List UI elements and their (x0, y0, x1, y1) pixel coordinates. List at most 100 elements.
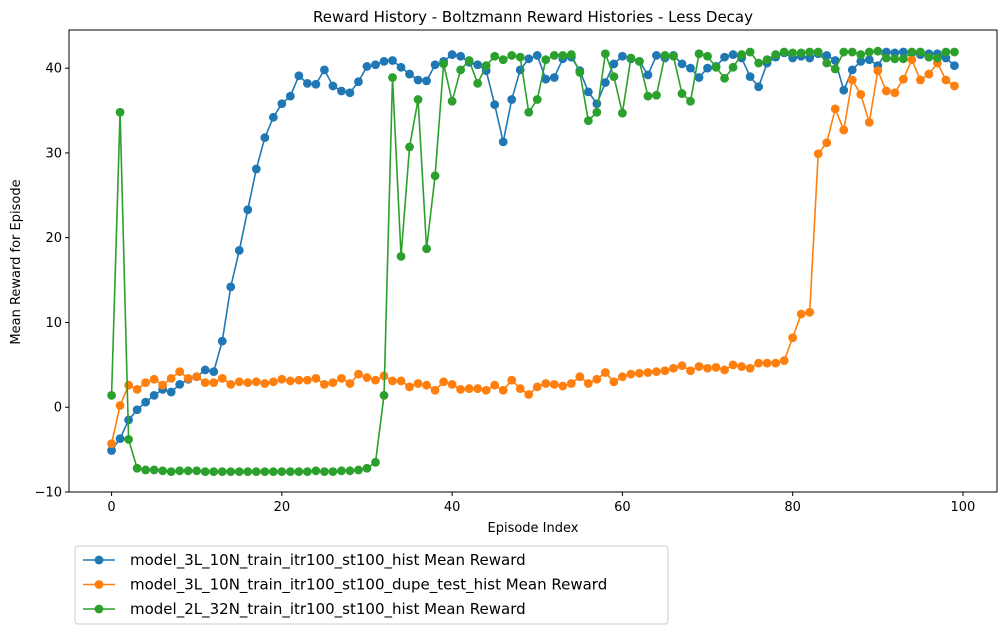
data-point (864, 118, 874, 127)
data-point (234, 377, 244, 387)
data-point (328, 81, 338, 91)
data-point (243, 378, 253, 388)
data-point (260, 133, 270, 143)
data-point (907, 55, 917, 65)
data-point (268, 377, 278, 387)
data-point (745, 72, 755, 82)
data-point (694, 362, 704, 371)
data-point (396, 62, 406, 72)
data-point (422, 76, 431, 86)
data-point (473, 79, 483, 88)
data-point (669, 363, 678, 373)
data-point (524, 54, 534, 64)
data-point (669, 51, 678, 61)
data-point (711, 62, 721, 72)
series-line (110, 50, 955, 473)
data-point (507, 95, 517, 104)
data-point (788, 48, 798, 58)
data-point (924, 52, 934, 62)
data-point (847, 75, 857, 85)
x-tick-label: 40 (444, 500, 461, 515)
data-point (217, 467, 227, 477)
data-point (277, 374, 287, 384)
data-point (209, 467, 219, 477)
legend-marker (94, 604, 104, 614)
data-point (600, 78, 610, 87)
data-point (779, 356, 789, 366)
data-point (141, 465, 151, 475)
data-point (345, 379, 355, 388)
data-point (388, 56, 397, 65)
y-tick-label: 0 (54, 401, 62, 416)
data-point (251, 164, 261, 174)
data-point (124, 435, 133, 444)
data-point (822, 58, 832, 68)
data-point (447, 96, 457, 106)
data-point (175, 466, 185, 476)
data-point (226, 467, 236, 477)
data-point (839, 85, 849, 95)
data-point (464, 56, 474, 65)
data-point (626, 53, 636, 63)
x-axis-label: Episode Index (488, 521, 579, 536)
data-point (166, 374, 176, 383)
data-point (686, 366, 695, 376)
data-point (737, 362, 746, 371)
data-point (643, 91, 653, 101)
data-point (771, 50, 781, 59)
data-point (754, 82, 764, 92)
data-point (396, 251, 406, 261)
data-point (660, 51, 670, 60)
data-point (328, 467, 338, 477)
data-point (311, 79, 321, 89)
data-point (209, 367, 219, 377)
data-point (422, 244, 431, 254)
y-tick-label: 40 (45, 62, 62, 77)
data-point (532, 95, 542, 104)
data-point (124, 380, 133, 390)
data-point (388, 376, 397, 386)
data-point (950, 81, 959, 91)
data-point (337, 466, 346, 476)
data-point (379, 390, 389, 400)
data-point (447, 379, 457, 389)
data-point (285, 91, 295, 101)
data-point (354, 465, 363, 475)
data-point (354, 369, 363, 379)
data-point (132, 405, 142, 415)
data-point (549, 379, 559, 389)
data-point (822, 138, 832, 148)
data-point (507, 375, 517, 385)
data-point (362, 373, 372, 382)
data-point (345, 466, 355, 476)
data-point (558, 51, 568, 60)
data-point (175, 367, 185, 377)
data-point (830, 64, 840, 74)
data-point (320, 379, 329, 389)
data-point (388, 73, 397, 82)
data-point (779, 47, 789, 57)
data-point (251, 377, 261, 387)
data-point (183, 374, 193, 383)
data-point (166, 467, 176, 477)
x-tick-label: 60 (614, 500, 631, 515)
chart-title: Reward History - Boltzmann Reward Histor… (313, 8, 753, 26)
data-point (617, 51, 627, 61)
data-point (762, 358, 772, 368)
data-point (575, 67, 585, 77)
data-point (302, 375, 312, 385)
y-tick-label: −10 (35, 486, 62, 501)
data-point (694, 73, 704, 82)
data-point (498, 55, 508, 65)
data-point (890, 54, 900, 64)
data-point (677, 59, 687, 69)
legend-item: model_3L_10N_train_itr100_st100_hist Mea… (83, 551, 526, 570)
data-point (950, 61, 959, 70)
legend-label: model_2L_32N_train_itr100_st100_hist Mea… (130, 600, 526, 619)
legend-marker (94, 580, 104, 589)
data-point (864, 47, 874, 57)
data-point (609, 59, 619, 69)
data-point (294, 467, 304, 477)
data-point (490, 51, 500, 61)
data-point (277, 99, 287, 109)
